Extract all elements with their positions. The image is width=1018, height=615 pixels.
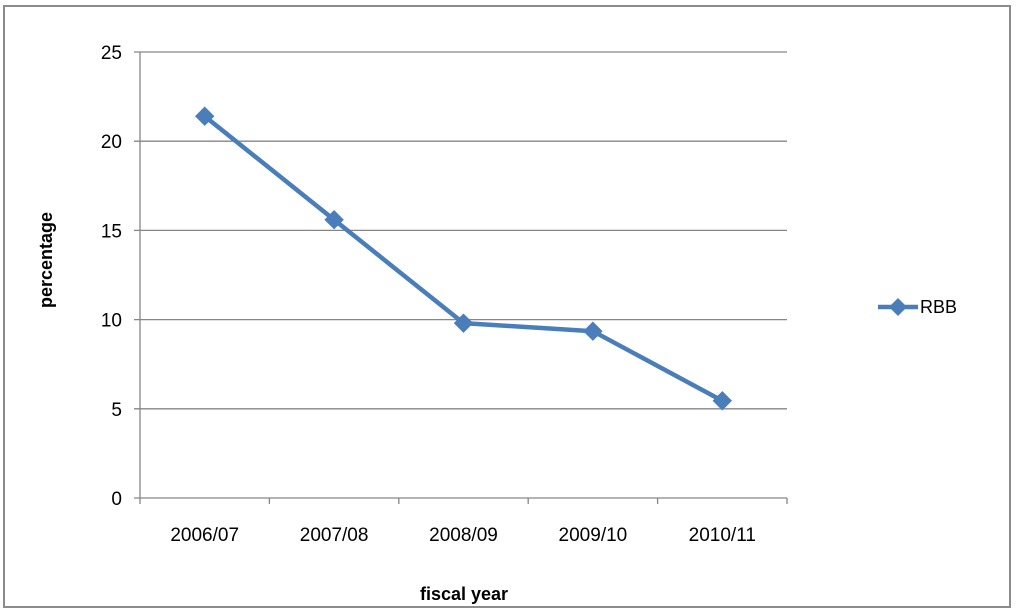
x-tick-label: 2006/07 (170, 525, 239, 546)
y-axis-tick-labels: 0 5 10 15 20 25 (101, 43, 122, 510)
data-point-marker (194, 106, 215, 126)
x-tick-label: 2010/11 (689, 525, 756, 546)
legend: RBB (878, 297, 957, 317)
legend-marker-rbb (889, 298, 907, 316)
y-tick-label: 5 (111, 400, 122, 421)
legend-label-rbb: RBB (920, 297, 957, 317)
x-axis-tick-labels: 2006/07 2007/08 2008/09 2009/10 2010/11 (170, 525, 756, 546)
chart-frame (3, 5, 1011, 608)
data-point-marker (712, 391, 733, 411)
y-tick-label: 25 (101, 43, 122, 64)
axes (134, 52, 788, 504)
y-tick-label: 0 (111, 489, 122, 510)
x-tick-label: 2009/10 (559, 525, 628, 546)
data-point-marker (583, 321, 603, 341)
series-layer (194, 106, 733, 411)
y-tick-label: 15 (101, 221, 122, 242)
gridlines (134, 51, 787, 410)
x-axis-title: fiscal year (420, 584, 508, 604)
x-tick-label: 2007/08 (300, 525, 369, 546)
y-tick-label: 20 (101, 132, 122, 153)
series-line-rbb (202, 113, 725, 404)
data-point-marker (453, 313, 474, 333)
y-tick-label: 10 (101, 311, 122, 332)
y-axis-title: percentage (36, 212, 56, 308)
data-point-marker (324, 209, 344, 230)
x-tick-label: 2008/09 (429, 525, 498, 546)
